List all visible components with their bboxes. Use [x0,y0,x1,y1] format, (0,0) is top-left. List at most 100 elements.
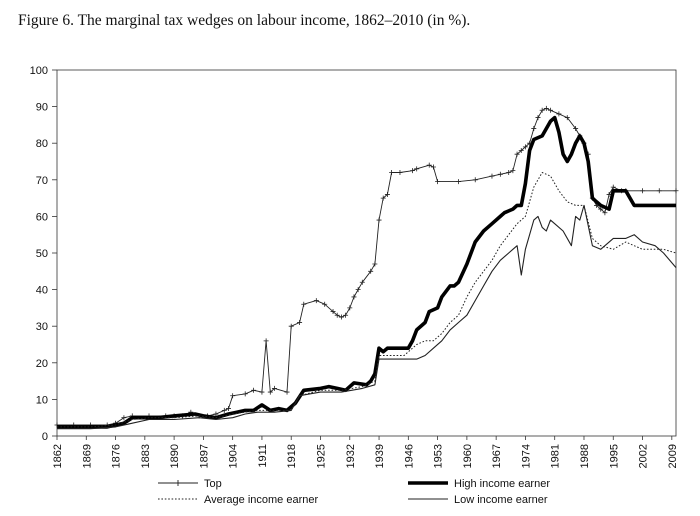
y-tick-label: 70 [36,175,48,187]
top-point-marker [510,168,516,174]
legend-label-high-income-earner: High income earner [454,478,550,490]
top-point-marker [347,305,353,311]
x-tick-label: 1988 [579,444,591,468]
top-point-marker [397,169,403,175]
top-point-marker [414,166,420,172]
top-point-marker [539,107,545,113]
x-tick-label: 1911 [257,444,269,468]
top-point-marker [531,126,537,132]
x-tick-label: 1995 [608,444,620,468]
x-tick-label: 1869 [81,444,93,468]
top-point-marker [230,393,236,399]
series-line-top [57,107,676,426]
x-tick-label: 1946 [403,444,415,468]
y-tick-label: 80 [36,138,48,150]
legend-label-top: Top [204,478,222,490]
top-point-marker [602,210,608,216]
top-point-marker [514,151,520,157]
top-point-marker [564,115,570,121]
top-point-marker [522,144,528,150]
x-tick-label: 1939 [374,444,386,468]
x-tick-label: 1925 [315,444,327,468]
top-point-marker [489,173,495,179]
top-point-marker [389,169,395,175]
top-point-marker [334,312,340,318]
top-point-marker [430,164,436,170]
top-point-marker [322,301,328,307]
top-point-marker [288,323,294,329]
x-tick-label: 1876 [111,444,123,468]
top-point-marker [380,195,386,201]
legend-label-low-income-earner: Low income earner [454,494,548,506]
plot-frame [56,69,677,437]
y-tick-label: 60 [36,211,48,223]
top-point-marker [251,387,257,393]
y-tick-label: 90 [36,102,48,114]
series-line-low-income-earner [57,204,677,430]
top-point-marker [456,179,462,185]
top-point-marker [263,338,269,344]
top-point-marker [301,301,307,307]
top-point-marker [518,148,524,154]
x-tick-label: 1883 [140,444,152,468]
top-point-marker [598,206,604,212]
x-tick-label: 1890 [169,444,181,468]
x-tick-label: 1932 [345,444,357,468]
x-tick-label: 1974 [520,444,532,468]
x-tick-label: 2002 [638,444,650,468]
top-point-marker [543,105,549,111]
top-point-marker [656,188,662,194]
top-point-marker [297,320,303,326]
x-tick-label: 1862 [52,444,64,468]
x-tick-label: 2009 [667,444,679,468]
y-tick-label: 100 [30,65,48,77]
y-tick-label: 20 [36,358,48,370]
top-point-marker [343,312,349,318]
top-point-marker [259,389,265,395]
x-tick-label: 1918 [286,444,298,468]
top-point-marker [673,188,679,194]
top-point-marker [384,191,390,197]
top-point-marker [271,385,277,391]
legend-label-average-income-earner: Average income earner [204,494,318,506]
y-tick-label: 0 [42,431,48,443]
top-point-marker [472,177,478,183]
top-point-marker [426,162,432,168]
y-tick-label: 10 [36,394,48,406]
top-point-marker [368,268,374,274]
top-point-marker [351,294,357,300]
x-tick-label: 1967 [491,444,503,468]
top-point-marker [506,169,512,175]
x-tick-label: 1981 [550,444,562,468]
top-point-marker [573,126,579,132]
figure-title: Figure 6. The marginal tax wedges on lab… [18,12,471,29]
x-tick-label: 1897 [198,444,210,468]
top-point-marker [338,314,344,320]
top-point-marker [225,406,231,412]
top-point-marker [267,389,273,395]
top-point-marker [313,298,319,304]
top-point-marker [242,391,248,397]
top-point-marker [376,217,382,223]
y-tick-label: 40 [36,285,48,297]
series-line-average-income-earner [57,172,677,428]
top-point-marker [435,179,441,185]
series-line-high-income-earner [57,115,676,429]
top-point-marker [355,287,361,293]
top-point-marker [610,184,616,190]
x-tick-label: 1960 [462,444,474,468]
top-point-marker [640,188,646,194]
top-point-marker [213,411,219,417]
top-point-marker [556,111,562,117]
top-point-marker [221,407,227,413]
top-point-marker [372,261,378,267]
top-point-marker [330,309,336,315]
top-point-marker [410,168,416,174]
top-point-marker [284,389,290,395]
top-point-marker [548,107,554,113]
y-tick-label: 30 [36,321,48,333]
top-point-marker [359,279,365,285]
x-tick-label: 1904 [228,444,240,468]
top-point-marker [121,415,127,421]
